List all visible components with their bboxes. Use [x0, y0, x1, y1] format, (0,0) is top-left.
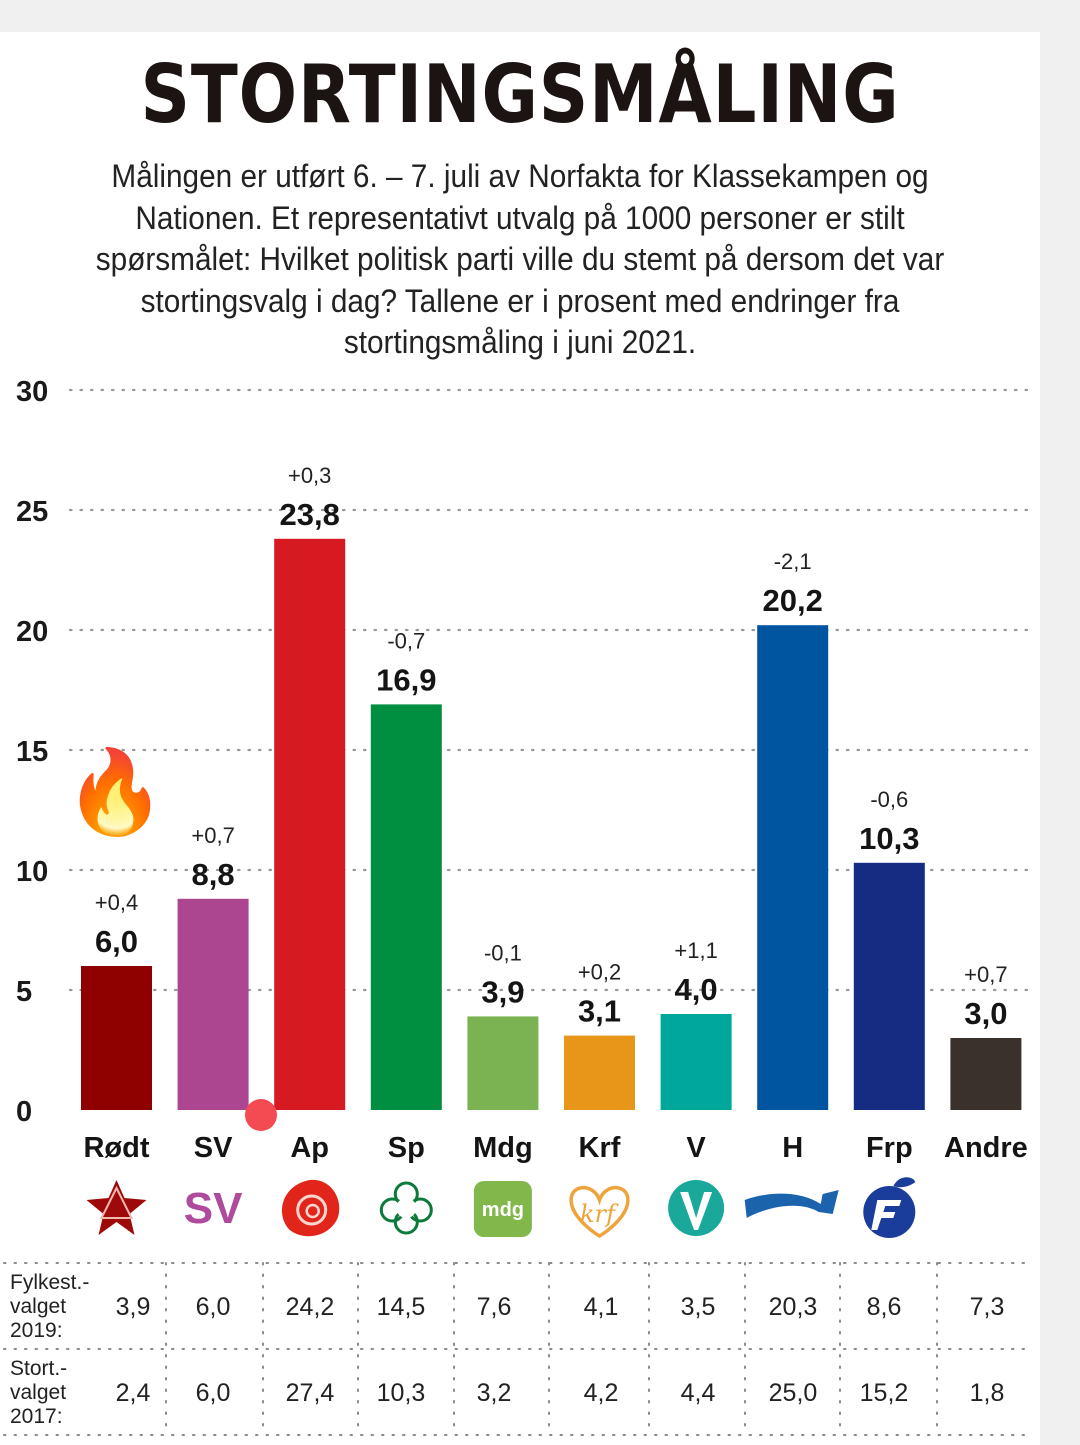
x-tick-label: Sp [388, 1132, 425, 1164]
table-cell: 3,9 [116, 1293, 151, 1321]
change-label: +0,7 [964, 962, 1007, 987]
subtitle: Målingen er utført 6. – 7. juli av Norfa… [95, 158, 945, 360]
value-label: 8,8 [192, 857, 235, 892]
x-tick-label: Frp [866, 1132, 913, 1164]
table-cell: 3,2 [477, 1379, 512, 1407]
table-row-label: valget [10, 1381, 66, 1404]
value-label: 23,8 [280, 497, 340, 532]
x-tick-label: Rødt [83, 1132, 149, 1164]
table-cell: 24,2 [286, 1293, 335, 1321]
table-cell: 2,4 [116, 1379, 151, 1407]
change-label: +0,2 [578, 960, 621, 985]
bar-frp [853, 862, 925, 1110]
value-label: 16,9 [376, 662, 436, 697]
y-tick-label: 15 [16, 736, 48, 768]
bar-h [757, 625, 829, 1110]
sp-clover-icon [379, 1181, 433, 1235]
table-cell: 3,5 [681, 1293, 716, 1321]
touch-indicator-dot [245, 1099, 277, 1131]
bar-mdg [467, 1016, 539, 1110]
value-label: 4,0 [675, 972, 718, 1007]
table-cell: 4,4 [681, 1379, 716, 1407]
table-cell: 7,3 [970, 1293, 1005, 1321]
table-cell: 7,6 [477, 1293, 512, 1321]
bar-sp [370, 704, 442, 1110]
bar-v [660, 1014, 732, 1110]
table-cell: 10,3 [377, 1379, 426, 1407]
svg-text:mdg: mdg [482, 1199, 524, 1221]
table-row-label: 2019: [10, 1319, 63, 1342]
table-cell: 1,8 [970, 1379, 1005, 1407]
sv-logo-icon: SV [184, 1184, 243, 1233]
v-logo-icon [668, 1180, 725, 1236]
table-cell: 6,0 [196, 1379, 231, 1407]
table-row-label: Stort.- [10, 1357, 67, 1380]
y-tick-label: 20 [16, 616, 48, 648]
change-label: -2,1 [774, 549, 812, 574]
value-label: 10,3 [859, 821, 919, 856]
table-row-label: Fylkest.- [10, 1271, 89, 1294]
y-tick-label: 0 [16, 1096, 32, 1128]
table-cell: 4,1 [584, 1293, 619, 1321]
x-tick-label: V [686, 1132, 706, 1164]
svg-text:SV: SV [184, 1184, 243, 1233]
table-cell: 14,5 [377, 1293, 426, 1321]
x-tick-label: SV [194, 1132, 233, 1164]
table-cell: 8,6 [867, 1293, 902, 1321]
bar-rødt [81, 966, 152, 1110]
ap-rose-icon [281, 1179, 340, 1237]
y-tick-label: 5 [16, 976, 32, 1008]
bar-ap [274, 538, 346, 1110]
change-label: -0,6 [870, 787, 908, 812]
svg-text:krf: krf [580, 1200, 619, 1228]
table-cell: 4,2 [584, 1379, 619, 1407]
table-cell: 15,2 [860, 1379, 909, 1407]
x-tick-label: H [782, 1132, 803, 1164]
table-row-label: 2017: [10, 1405, 63, 1428]
change-label: +1,1 [674, 938, 717, 963]
change-label: +0,3 [288, 463, 331, 488]
x-tick-label: Ap [290, 1132, 329, 1164]
mdg-logo-icon: mdg [473, 1181, 532, 1237]
change-label: +0,4 [95, 890, 138, 915]
table-cell: 6,0 [196, 1293, 231, 1321]
y-tick-label: 10 [16, 856, 48, 888]
table-cell: 27,4 [286, 1379, 335, 1407]
bar-andre [950, 1038, 1022, 1110]
value-label: 3,0 [964, 996, 1007, 1031]
y-tick-label: 25 [16, 496, 48, 528]
rodt-star-icon [86, 1180, 147, 1235]
bar-sv [177, 898, 249, 1110]
frp-apple-icon [863, 1177, 916, 1238]
value-label: 6,0 [95, 924, 138, 959]
table-cell: 25,0 [769, 1379, 818, 1407]
value-label: 3,1 [578, 994, 621, 1029]
y-tick-label: 30 [16, 376, 48, 408]
x-tick-label: Mdg [473, 1132, 533, 1164]
change-label: +0,7 [191, 823, 234, 848]
change-label: -0,7 [387, 628, 425, 653]
table-cell: 20,3 [769, 1293, 818, 1321]
fire-icon: 🔥 [64, 745, 167, 840]
x-tick-label: Krf [579, 1132, 621, 1164]
x-tick-label: Andre [944, 1132, 1028, 1164]
value-label: 20,2 [763, 583, 823, 618]
value-label: 3,9 [481, 974, 524, 1009]
page-title: STORTINGSMÅLING [140, 48, 900, 141]
table-row-label: valget [10, 1295, 66, 1318]
change-label: -0,1 [484, 940, 522, 965]
h-arrow-icon [744, 1190, 839, 1218]
krf-heart-icon: krf [569, 1185, 630, 1239]
bar-krf [564, 1035, 635, 1110]
